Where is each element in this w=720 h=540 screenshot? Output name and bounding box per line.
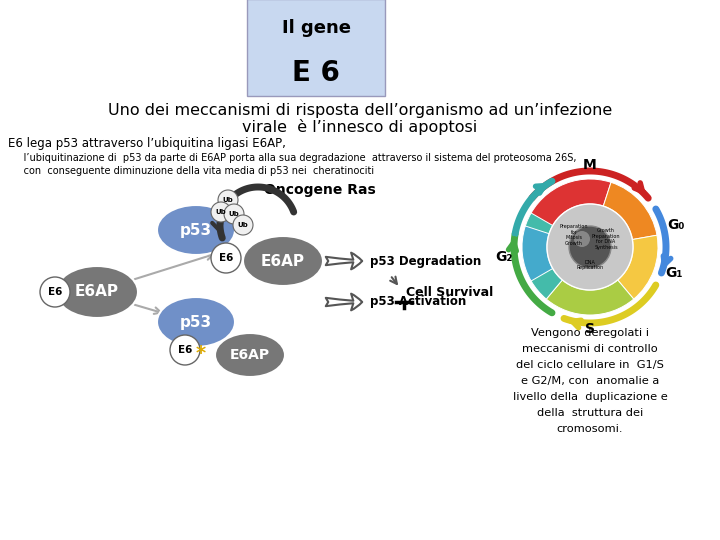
Text: DNA
Replication: DNA Replication	[577, 260, 603, 271]
Text: G₀: G₀	[667, 218, 685, 232]
Text: p53 Activation: p53 Activation	[370, 295, 467, 308]
Text: Vengono deregolati i: Vengono deregolati i	[531, 328, 649, 338]
Ellipse shape	[157, 297, 235, 347]
Text: Ub: Ub	[215, 209, 226, 215]
Text: E6AP: E6AP	[261, 253, 305, 268]
Circle shape	[574, 231, 590, 247]
Ellipse shape	[170, 335, 200, 365]
Ellipse shape	[40, 277, 70, 307]
Text: Il gene: Il gene	[282, 19, 351, 37]
Text: S: S	[585, 322, 595, 336]
Wedge shape	[522, 213, 562, 299]
Wedge shape	[603, 183, 657, 240]
Text: l’ubiquitinazione di  p53 da parte di E6AP porta alla sua degradazione  attraver: l’ubiquitinazione di p53 da parte di E6A…	[8, 153, 577, 163]
Text: Uno dei meccanismi di risposta dell’organismo ad un’infezione: Uno dei meccanismi di risposta dell’orga…	[108, 103, 612, 118]
Text: Ub: Ub	[238, 222, 248, 228]
Ellipse shape	[56, 266, 138, 318]
Wedge shape	[526, 179, 611, 234]
Text: p53: p53	[180, 314, 212, 329]
Text: p53 Degradation: p53 Degradation	[370, 254, 481, 267]
Text: G₂: G₂	[495, 250, 513, 264]
Wedge shape	[522, 226, 553, 281]
Ellipse shape	[224, 204, 244, 224]
Text: e G2/M, con  anomalie a: e G2/M, con anomalie a	[521, 376, 659, 386]
Text: G₁: G₁	[665, 266, 683, 280]
Text: Oncogene Ras: Oncogene Ras	[264, 183, 376, 197]
Ellipse shape	[211, 202, 231, 222]
Wedge shape	[546, 280, 634, 315]
Ellipse shape	[215, 333, 285, 377]
Ellipse shape	[243, 236, 323, 286]
Text: *: *	[196, 345, 206, 363]
Circle shape	[547, 204, 633, 290]
Text: Preparation
for
Mitosis
Growth: Preparation for Mitosis Growth	[559, 224, 588, 246]
FancyBboxPatch shape	[247, 0, 385, 96]
Wedge shape	[618, 235, 658, 299]
Text: p53: p53	[180, 222, 212, 238]
Ellipse shape	[218, 190, 238, 210]
Ellipse shape	[157, 205, 235, 255]
Text: virale  è l’innesco di apoptosi: virale è l’innesco di apoptosi	[243, 119, 477, 135]
Text: E 6: E 6	[292, 59, 340, 87]
Text: del ciclo cellulare in  G1/S: del ciclo cellulare in G1/S	[516, 360, 664, 370]
Text: E6: E6	[48, 287, 62, 297]
Text: E6: E6	[178, 345, 192, 355]
Text: Ub: Ub	[222, 197, 233, 203]
Text: Cell Survival: Cell Survival	[406, 286, 493, 299]
Text: con  conseguente diminuzione della vita media di p53 nei  cheratinociti: con conseguente diminuzione della vita m…	[8, 166, 374, 176]
Text: E6: E6	[219, 253, 233, 263]
Text: Growth
Preparation
for DNA
Synthesis: Growth Preparation for DNA Synthesis	[592, 228, 620, 250]
Text: E6AP: E6AP	[230, 348, 270, 362]
Text: E6 lega p53 attraverso l’ubiquitina ligasi E6AP,: E6 lega p53 attraverso l’ubiquitina liga…	[8, 138, 286, 151]
Ellipse shape	[211, 243, 241, 273]
Text: livello della  duplicazione e: livello della duplicazione e	[513, 392, 667, 402]
Circle shape	[569, 226, 611, 268]
Text: E6AP: E6AP	[75, 285, 119, 300]
Ellipse shape	[233, 215, 253, 235]
Text: M: M	[583, 158, 597, 172]
Text: cromosomi.: cromosomi.	[557, 424, 624, 434]
Text: meccanismi di controllo: meccanismi di controllo	[522, 344, 658, 354]
Text: della  struttura dei: della struttura dei	[537, 408, 643, 418]
Text: Ub: Ub	[229, 211, 239, 217]
